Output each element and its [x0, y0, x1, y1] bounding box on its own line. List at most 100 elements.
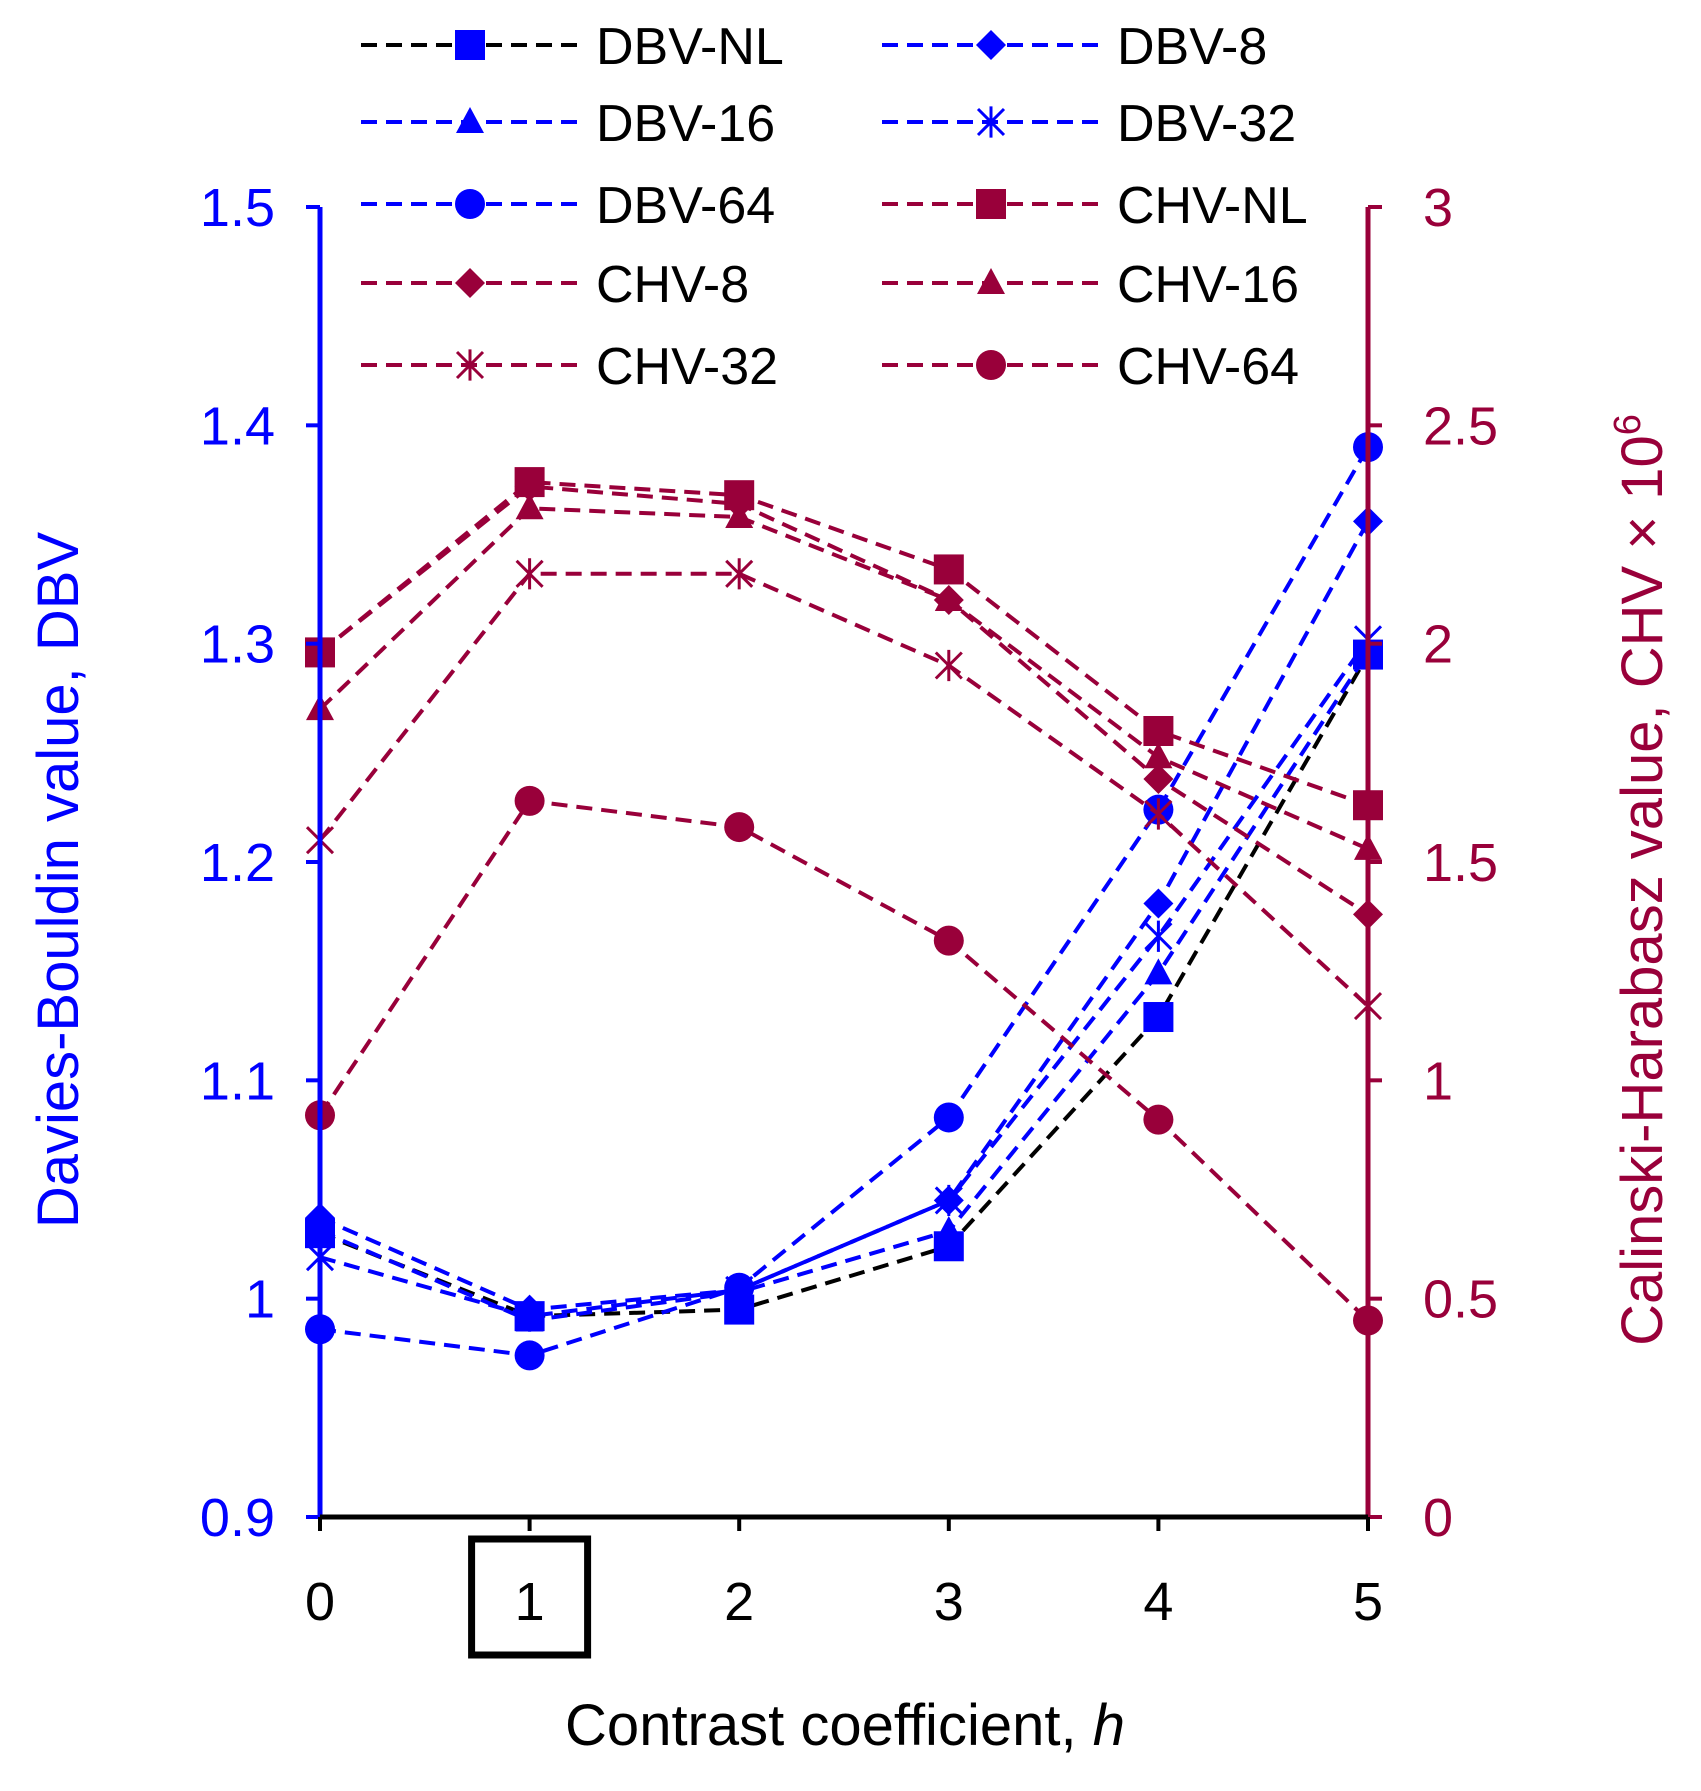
- series-line: [318, 506, 1369, 851]
- legend-marker: [976, 30, 1006, 60]
- data-point: [725, 558, 754, 590]
- legend-marker: [455, 349, 485, 381]
- data-point: [1143, 888, 1174, 919]
- y-tick-label-right: 0.5: [1423, 1270, 1498, 1330]
- legend-label: DBV-16: [596, 95, 775, 153]
- data-point: [515, 558, 544, 590]
- legend-item-chv-64: CHV-64: [882, 338, 1299, 396]
- series-dbv-8: [305, 506, 1383, 1325]
- series-line: [318, 480, 1369, 808]
- y-axis-right-title-main: Calinski-Harabasz value, CHV × 10: [1610, 435, 1675, 1346]
- data-point: [1144, 798, 1173, 830]
- data-point: [1143, 716, 1174, 746]
- legend-item-dbv-64: DBV-64: [361, 177, 775, 235]
- data-point: [514, 471, 545, 502]
- legend-marker: [976, 189, 1006, 219]
- legend-item-chv-16: CHV-16: [882, 256, 1299, 314]
- legend-item-dbv-nl: DBV-NL: [361, 18, 784, 76]
- y-tick-label-right: 1.5: [1423, 833, 1498, 893]
- series-group: [305, 432, 1383, 1371]
- series-chv-64: [305, 785, 1383, 1336]
- x-tick-label: 4: [1143, 1572, 1173, 1632]
- data-point: [933, 1102, 964, 1133]
- legend-item-dbv-16: DBV-16: [361, 95, 775, 153]
- data-point: [1143, 1104, 1174, 1135]
- y-tick-label-right: 1: [1423, 1051, 1453, 1111]
- legend-label: DBV-NL: [596, 18, 784, 76]
- legend-label: DBV-8: [1117, 18, 1267, 76]
- highlight-box: [468, 1535, 592, 1659]
- data-point: [725, 502, 754, 529]
- data-point: [1144, 958, 1173, 985]
- data-point: [1144, 920, 1173, 952]
- data-point: [515, 1300, 544, 1332]
- data-point: [933, 554, 964, 585]
- legend-item-dbv-8: DBV-8: [882, 18, 1267, 76]
- data-point: [724, 1272, 755, 1303]
- legend-label: CHV-16: [1117, 256, 1299, 314]
- y-tick-label-left: 1.1: [200, 1051, 275, 1111]
- series-chv-8: [305, 471, 1383, 930]
- series-dbv-nl: [305, 639, 1383, 1332]
- data-point: [1143, 1002, 1174, 1033]
- y-tick-label-left: 1.4: [200, 396, 275, 456]
- series-line: [319, 653, 1370, 1319]
- data-point: [934, 649, 963, 682]
- data-point: [934, 585, 963, 611]
- data-point: [934, 1215, 963, 1242]
- y-tick-label-left: 1.3: [200, 615, 275, 675]
- series-chv-16: [306, 493, 1382, 860]
- data-point: [934, 1184, 963, 1217]
- legend-label: CHV-32: [596, 338, 778, 396]
- legend-label: CHV-64: [1117, 338, 1299, 396]
- legend-label: CHV-8: [596, 256, 749, 314]
- x-tick-label: 5: [1353, 1572, 1383, 1632]
- legend-item-chv-32: CHV-32: [361, 338, 778, 396]
- y-tick-label-left: 1.2: [200, 833, 275, 893]
- series-dbv-32: [305, 623, 1383, 1332]
- x-tick-label: 2: [724, 1572, 754, 1632]
- data-point: [515, 493, 544, 520]
- y-tick-label-left: 1.5: [200, 178, 275, 238]
- legend-marker: [977, 268, 1005, 294]
- legend-marker: [455, 268, 485, 298]
- series-chv-nl: [305, 467, 1383, 821]
- legend-item-dbv-32: DBV-32: [882, 95, 1296, 153]
- x-axis-title-main: Contrast coefficient,: [565, 1693, 1093, 1758]
- series-line: [318, 484, 1370, 917]
- y-axis-left-title: Davies-Bouldin value, DBV: [26, 532, 91, 1229]
- legend-marker: [455, 30, 485, 60]
- x-axis-title: Contrast coefficient, h: [565, 1693, 1125, 1758]
- series-line: [319, 651, 1370, 1323]
- y-axis-right-title-sup: 6: [1607, 414, 1649, 435]
- y-tick-label-right: 3: [1423, 178, 1453, 238]
- y-tick-label-left: 1: [245, 1270, 275, 1330]
- series-line: [319, 638, 1370, 1319]
- y-axis-right-title: Calinski-Harabasz value, CHV × 106: [1607, 414, 1675, 1346]
- data-point: [514, 1340, 545, 1371]
- legend-item-chv-nl: CHV-NL: [882, 177, 1308, 235]
- y-tick-label-right: 2.5: [1423, 396, 1498, 456]
- y-tick-label-right: 2: [1423, 615, 1453, 675]
- data-point: [933, 925, 964, 956]
- legend-marker: [976, 350, 1006, 380]
- series-line: [318, 798, 1370, 1322]
- series-dbv-16: [306, 637, 1382, 1332]
- legend-label: DBV-64: [596, 177, 775, 235]
- legend-marker: [976, 106, 1006, 138]
- legend-label: CHV-NL: [1117, 177, 1308, 235]
- x-tick-label: 1: [515, 1572, 545, 1632]
- series-line: [318, 571, 1370, 1008]
- x-tick-label: 3: [934, 1572, 964, 1632]
- series-line: [319, 446, 1370, 1358]
- data-point: [724, 812, 755, 843]
- legend-label: DBV-32: [1117, 95, 1296, 153]
- series-dbv-64: [305, 432, 1383, 1371]
- x-axis-title-var: h: [1093, 1693, 1125, 1758]
- series-line: [319, 520, 1370, 1312]
- legend: DBV-NL DBV-8 DBV-16 DBV-32 DBV-64 CHV-NL CHV-8…: [361, 18, 1308, 396]
- data-point: [1143, 764, 1174, 795]
- legend-marker: [456, 107, 484, 133]
- legend-item-chv-8: CHV-8: [361, 256, 749, 314]
